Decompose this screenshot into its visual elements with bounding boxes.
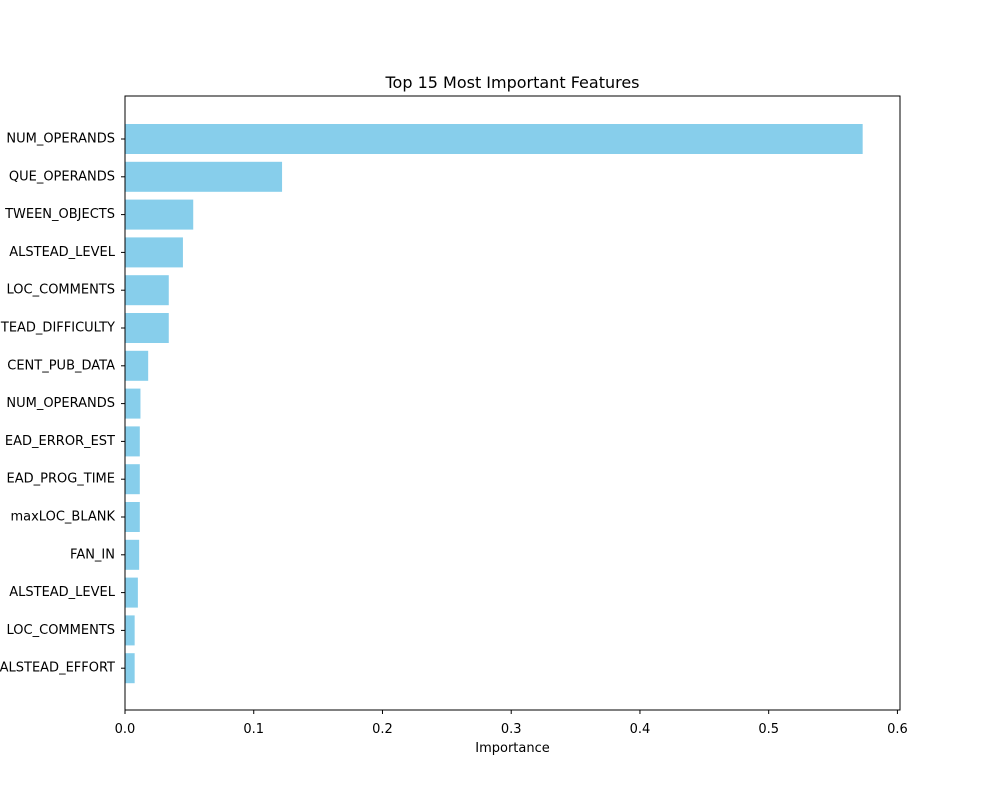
- bar: [125, 388, 141, 419]
- bar: [125, 237, 183, 268]
- bar: [125, 426, 140, 457]
- bar: [125, 539, 140, 570]
- y-tick-label: FAN_IN: [70, 547, 115, 562]
- y-tick-label: ALSTEAD_LEVEL: [9, 245, 116, 260]
- x-tick-label: 0.4: [630, 722, 651, 737]
- y-tick-label: NUM_OPERANDS: [6, 396, 115, 411]
- y-tick-label: TEAD_DIFFICULTY: [0, 321, 115, 336]
- bar: [125, 464, 140, 495]
- y-tick-label: CENT_PUB_DATA: [7, 358, 115, 373]
- y-tick-label: LOC_COMMENTS: [7, 623, 115, 638]
- bar: [125, 275, 169, 306]
- bar: [125, 124, 863, 154]
- y-tick-label: QUE_OPERANDS: [9, 169, 115, 184]
- bar: [125, 653, 135, 684]
- y-axis-ticks: NUM_OPERANDS QUE_OPERANDS TWEEN_OBJECTS ALS…: [0, 132, 125, 676]
- y-tick-label: EAD_ERROR_EST: [5, 434, 115, 449]
- y-tick-label: NUM_OPERANDS: [6, 132, 115, 147]
- plot-frame: [124, 95, 901, 711]
- x-tick-label: 0.6: [887, 722, 908, 737]
- bar: [125, 577, 138, 608]
- bar: [125, 199, 194, 230]
- x-tick-label: 0.0: [115, 722, 136, 737]
- y-tick-label: TWEEN_OBJECTS: [4, 207, 115, 222]
- bars-group: [125, 124, 863, 684]
- y-tick-label: LOC_COMMENTS: [7, 283, 115, 298]
- bar: [125, 161, 283, 192]
- y-tick-label: ALSTEAD_LEVEL: [9, 585, 116, 600]
- y-tick-label: maxLOC_BLANK: [10, 510, 115, 525]
- y-tick-label: ALSTEAD_EFFORT: [0, 661, 115, 676]
- x-tick-label: 0.2: [372, 722, 393, 737]
- x-tick-label: 0.3: [501, 722, 522, 737]
- x-axis-ticks: 0.0 0.1 0.2 0.3 0.4 0.5 0.6: [115, 710, 908, 737]
- bar: [125, 313, 169, 343]
- bar: [125, 615, 135, 646]
- bar: [125, 350, 149, 381]
- y-tick-label: EAD_PROG_TIME: [6, 472, 115, 487]
- x-tick-label: 0.1: [243, 722, 264, 737]
- x-tick-label: 0.5: [758, 722, 779, 737]
- x-axis-title: Importance: [475, 741, 550, 756]
- bar: [125, 502, 140, 532]
- chart-title: Top 15 Most Important Features: [384, 73, 639, 92]
